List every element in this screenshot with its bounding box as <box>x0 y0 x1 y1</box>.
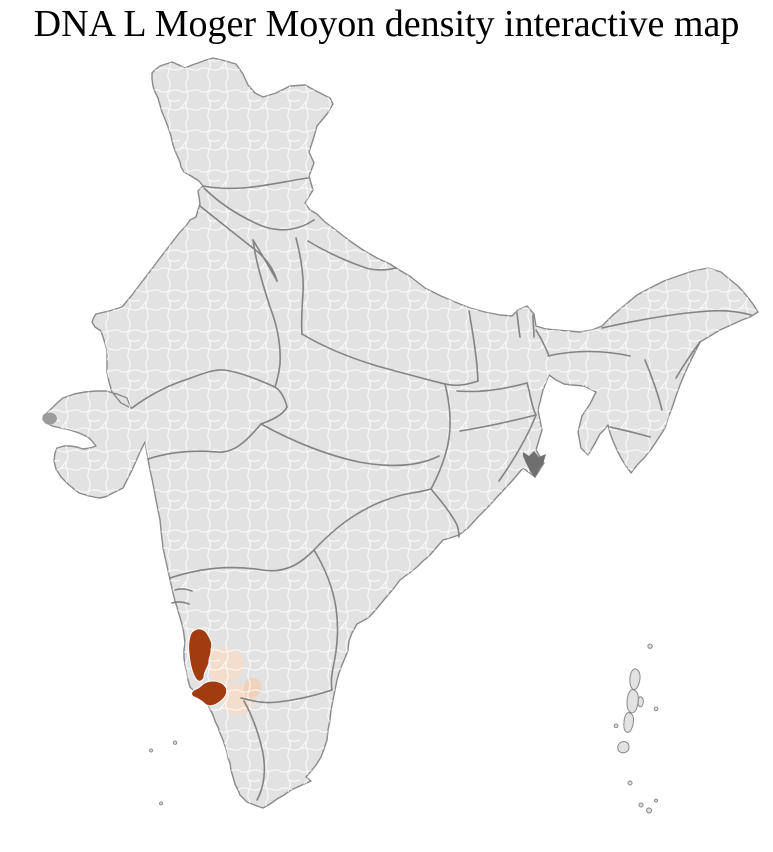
state-border <box>174 588 193 592</box>
terrain-patches <box>42 412 546 478</box>
state-border <box>535 329 550 357</box>
state-border <box>609 426 651 438</box>
state-border <box>430 488 460 538</box>
state-border <box>131 369 288 409</box>
state-border <box>675 341 701 379</box>
state-border <box>430 383 451 490</box>
state-border <box>202 177 309 190</box>
state-border <box>199 205 278 282</box>
state-border <box>459 414 537 432</box>
state-border <box>313 488 432 551</box>
state-border <box>644 359 663 411</box>
state-border <box>498 414 537 482</box>
state-border <box>468 310 479 382</box>
map-title: DNA L Moger Moyon density interactive ma… <box>33 3 740 45</box>
state-border <box>252 239 281 388</box>
state-border <box>203 187 315 231</box>
state-border <box>252 239 278 282</box>
district-highlight-dark-north[interactable] <box>188 628 213 682</box>
state-border <box>307 240 397 271</box>
state-border <box>547 350 631 357</box>
delta-patch <box>523 451 546 478</box>
district-texture-overlay <box>43 58 758 808</box>
state-border <box>532 314 535 338</box>
state-borders <box>131 177 752 801</box>
state-border <box>169 549 315 579</box>
state-border <box>260 406 288 425</box>
state-border <box>260 423 440 467</box>
state-border <box>456 382 528 393</box>
marsh-patch <box>42 412 57 425</box>
state-border <box>295 237 304 335</box>
state-border <box>526 382 537 416</box>
state-border <box>171 601 190 605</box>
state-border <box>601 309 752 329</box>
state-border <box>147 423 262 460</box>
state-border <box>243 700 266 801</box>
state-border <box>313 549 339 691</box>
state-border <box>516 312 521 338</box>
dark-highlighted-districts <box>188 628 228 707</box>
state-border <box>301 333 479 387</box>
district-highlight-dark-south[interactable] <box>191 680 228 707</box>
state-border <box>240 689 333 704</box>
